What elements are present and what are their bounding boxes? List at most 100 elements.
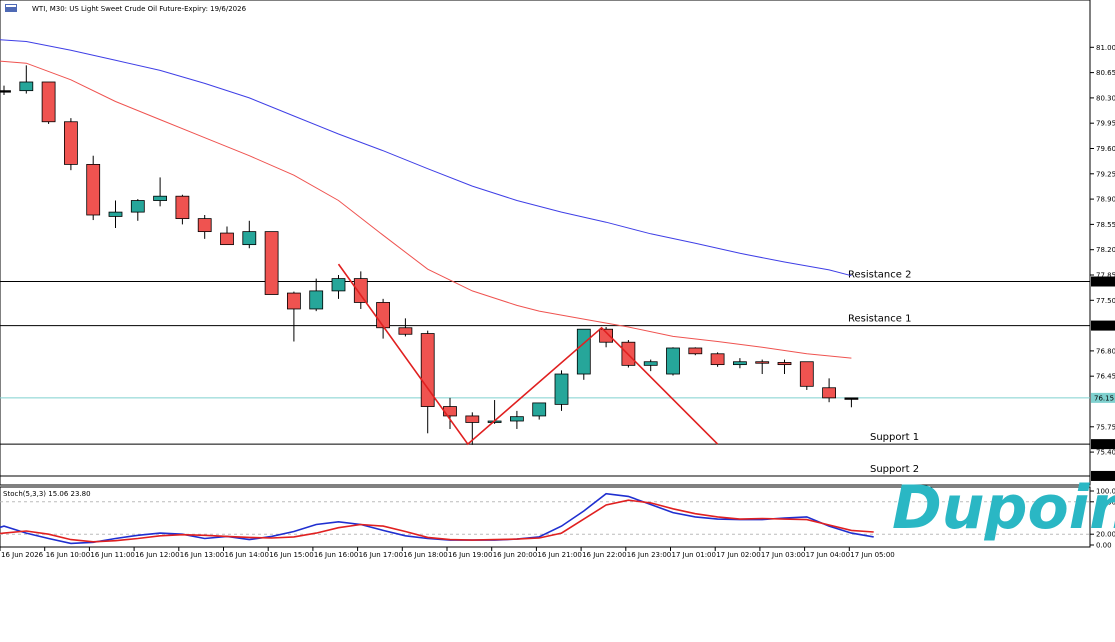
time-tick-label: 16 Jun 22:00 [582,551,626,559]
time-tick-label: 16 Jun 2026 [1,551,44,559]
candle[interactable] [554,370,569,411]
stoch-tick-label: 20.00 [1096,531,1115,539]
stoch-tick-label: 80.00 [1096,498,1115,506]
stoch-signal-line [0,499,874,543]
candle[interactable] [175,194,190,225]
candle-body [41,81,56,123]
candle-body [108,211,123,217]
candle-body [130,200,145,213]
zigzag-pattern [337,263,719,446]
candle-body [220,232,234,246]
candle[interactable] [666,347,680,376]
candle[interactable] [755,359,770,375]
price-tag-label: 75.07 [1094,472,1114,480]
candle[interactable] [599,327,613,348]
candle[interactable] [153,177,168,207]
time-tick-label: 16 Jun 13:00 [180,551,224,559]
candle[interactable] [643,359,658,372]
time-tick-label: 16 Jun 17:00 [359,551,403,559]
time-tick-label: 16 Jun 23:00 [627,551,671,559]
price-axis[interactable]: 81.00 80.65 80.30 79.95 79.60 79.25 78.90 78.55… [1090,44,1115,550]
time-tick-label: 16 Jun 20:00 [493,551,537,559]
candle-body [554,373,569,405]
candle[interactable] [844,397,859,408]
candle[interactable] [286,291,301,342]
stoch-title: Stoch(5,3,3) 15.06 23.80 [3,490,91,498]
price-tick-label: 77.50 [1096,297,1115,305]
candle[interactable] [398,318,413,337]
candle-body [64,121,78,165]
candle-body [755,361,770,364]
candle-body [420,333,435,407]
time-tick-label: 17 Jun 03:00 [761,551,805,559]
price-tick-label: 78.55 [1096,221,1115,229]
candle[interactable] [108,200,123,229]
price-tick-label: 79.95 [1096,120,1115,128]
candle-body [86,163,101,216]
candle[interactable] [688,347,703,356]
candle[interactable] [799,361,814,390]
candle-body [376,302,391,329]
candle[interactable] [353,271,368,309]
price-tag-label: 75.51 [1094,441,1114,449]
candle[interactable] [0,85,11,96]
candle-body [777,362,792,366]
time-tick-label: 16 Jun 14:00 [225,551,269,559]
candle[interactable] [532,402,547,420]
candle[interactable] [710,352,725,367]
price-tag-label: 77.76 [1094,278,1115,286]
candle-body [175,195,190,220]
candle[interactable] [420,330,435,434]
candles [0,65,859,445]
candle[interactable] [197,214,212,239]
stoch-tick-label: 0.00 [1096,542,1112,550]
candle[interactable] [41,81,56,124]
candle[interactable] [130,199,145,221]
candle[interactable] [309,278,324,312]
level-label: Support 1 [870,432,919,443]
candle-body [509,416,524,422]
price-tag-label: 77.15 [1094,322,1114,330]
candle[interactable] [64,118,78,171]
candle-body [286,292,301,310]
candle[interactable] [19,65,34,94]
time-tick-label: 16 Jun 15:00 [269,551,313,559]
candle[interactable] [242,220,257,249]
level-label: Resistance 1 [848,314,911,325]
time-tick-label: 17 Jun 04:00 [806,551,850,559]
time-tick-label: 16 Jun 18:00 [403,551,447,559]
candle[interactable] [576,328,591,380]
level-label: Resistance 2 [848,269,911,280]
stoch-tick-label: 100.00 [1096,488,1115,496]
candle-body [799,361,814,387]
candle[interactable] [509,410,524,429]
time-axis[interactable]: 16 Jun 2026 16 Jun 10:00 16 Jun 11:00 16 Ju… [0,547,895,559]
price-tick-label: 78.90 [1096,196,1115,204]
candle-body [331,278,346,292]
candle[interactable] [220,226,234,246]
candle[interactable] [822,378,836,403]
candle[interactable] [733,358,747,369]
candle[interactable] [777,359,792,375]
time-tick-label: 16 Jun 21:00 [537,551,581,559]
candle-body [844,397,859,400]
level-label: Support 2 [870,464,919,475]
candle[interactable] [264,231,279,295]
candle[interactable] [331,274,346,299]
price-tag [1091,392,1115,403]
candle-body [353,278,368,303]
price-tick-label: 81.00 [1096,44,1115,52]
zigzag-line [337,263,719,446]
price-tick-label: 79.60 [1096,145,1115,153]
candle-body [710,353,725,366]
price-tag-label: 76.15 [1094,394,1114,402]
price-tick-label: 80.65 [1096,69,1115,77]
candle[interactable] [86,155,101,221]
chart-window-icon [5,4,17,12]
candle-body [264,231,279,295]
candle-body [599,328,613,343]
candle-body [733,361,747,366]
time-tick-label: 16 Jun 11:00 [90,551,134,559]
candle-body [197,218,212,233]
time-tick-label: 17 Jun 01:00 [672,551,716,559]
